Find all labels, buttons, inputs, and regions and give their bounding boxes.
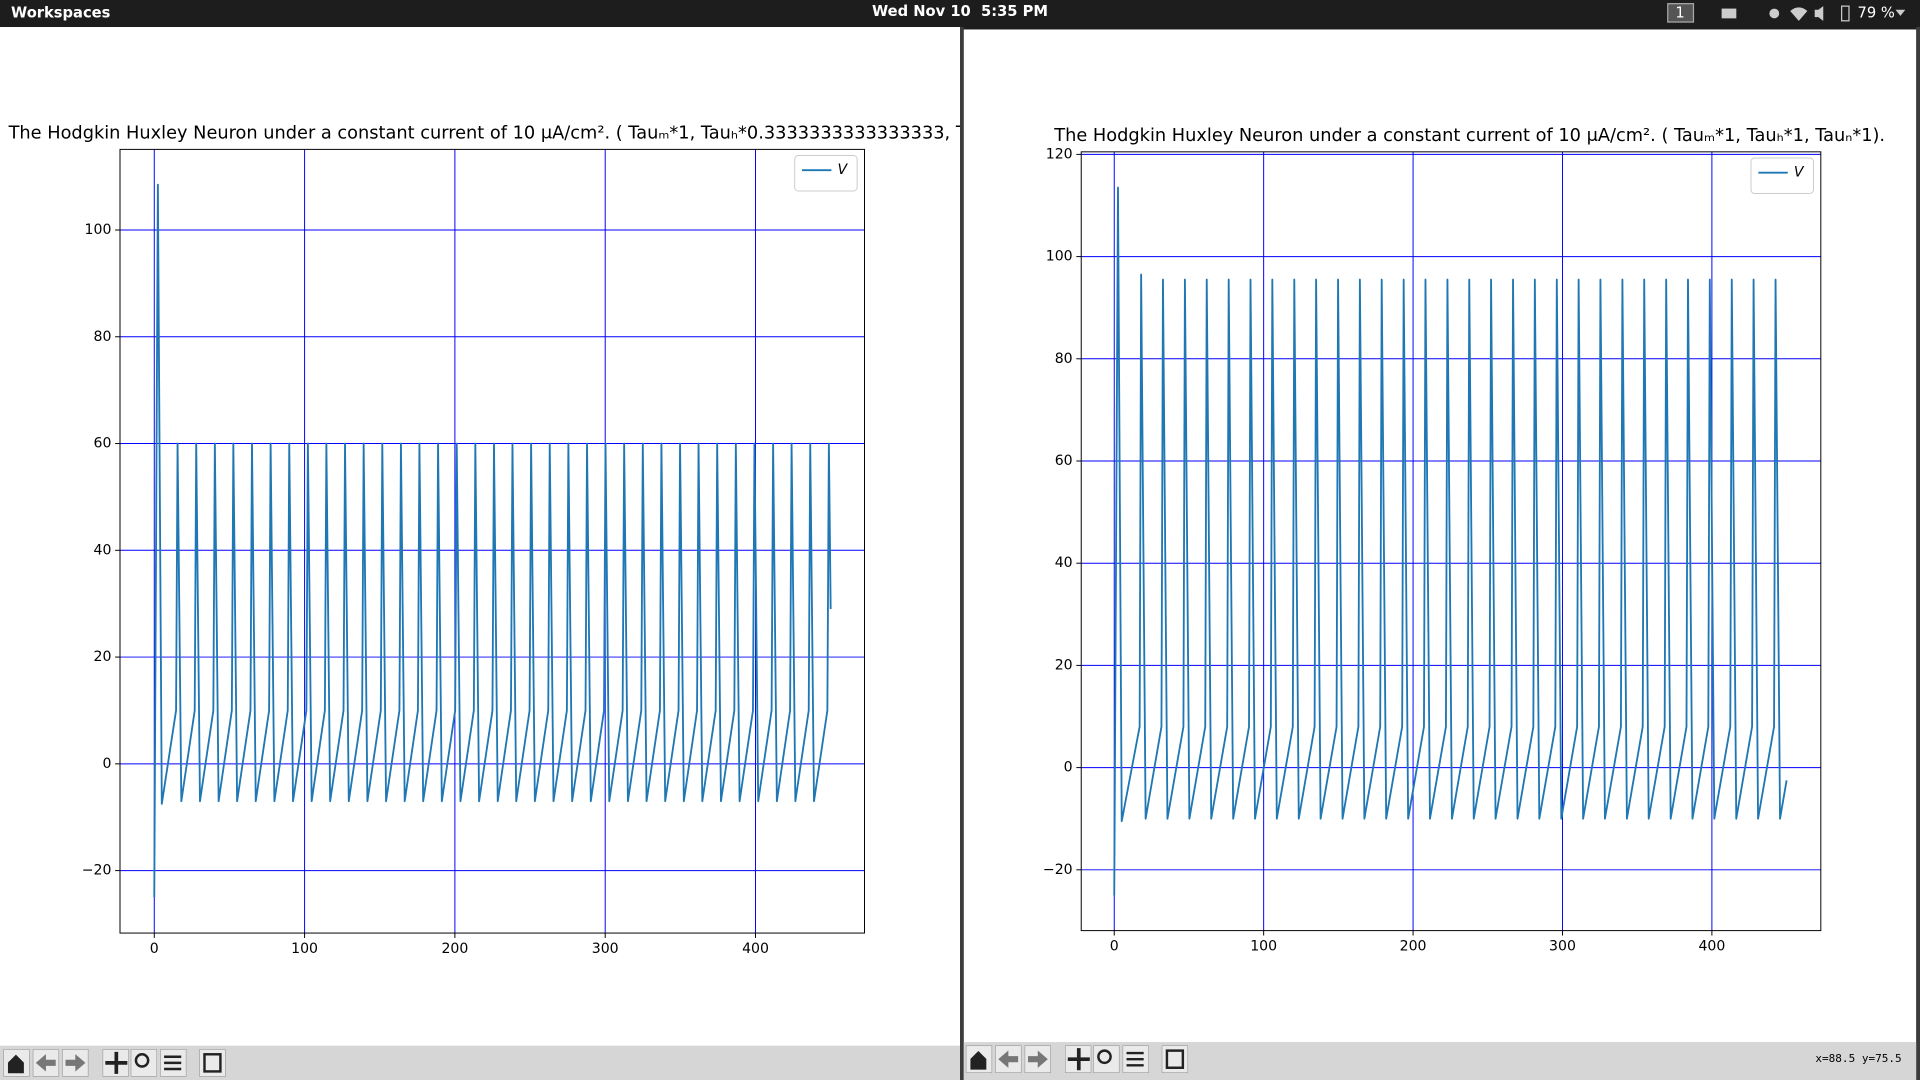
chart-title: The Hodgkin Huxley Neuron under a consta…	[1053, 126, 1885, 146]
legend-box	[1750, 157, 1814, 194]
layout-icon[interactable]	[1721, 8, 1737, 19]
x-tick-label: 400	[742, 941, 769, 957]
save-icon	[203, 1053, 222, 1073]
toolbar-buttons	[3, 1049, 226, 1077]
chart-title: The Hodgkin Huxley Neuron under a consta…	[8, 123, 1014, 143]
series-line	[153, 183, 832, 898]
toolbar	[0, 1045, 960, 1080]
clock[interactable]: Wed Nov 10 5:35 PM	[872, 3, 1048, 20]
zoom-icon	[1097, 1049, 1112, 1065]
y-tick-label: 0	[102, 756, 111, 772]
volume-icon[interactable]	[1814, 6, 1824, 21]
x-tick-label: 100	[1250, 939, 1277, 955]
save-icon	[1165, 1049, 1185, 1069]
screen-edge	[1916, 26, 1920, 1080]
x-tick-label: 100	[291, 941, 318, 957]
legend-box	[794, 155, 858, 192]
wifi-icon[interactable]	[1790, 7, 1808, 21]
y-tick-label: 20	[94, 649, 112, 665]
pan-icon	[105, 1051, 128, 1074]
y-tick-label: −20	[1043, 862, 1073, 878]
forward-icon	[1027, 1050, 1048, 1068]
configure-icon	[1126, 1051, 1144, 1067]
y-tick-label: 40	[1055, 555, 1073, 571]
right-window: The Hodgkin Huxley Neuron under a consta…	[963, 29, 1917, 1080]
x-tick-label: 300	[592, 941, 619, 957]
y-tick-label: 20	[1055, 657, 1073, 673]
series-line	[1113, 186, 1788, 896]
workspace-switch[interactable]	[1667, 3, 1695, 23]
y-tick-label: 100	[85, 222, 112, 238]
toolbar-buttons	[965, 1045, 1189, 1073]
figure: The Hodgkin Huxley Neuron under a consta…	[8, 123, 1014, 957]
x-tick-label: 200	[441, 941, 468, 957]
forward-icon	[65, 1054, 86, 1072]
home-icon	[970, 1050, 987, 1070]
window-bg	[963, 29, 1917, 1080]
y-tick-label: 80	[1055, 351, 1073, 367]
x-tick-label: 0	[150, 941, 159, 957]
top-bar	[0, 0, 1920, 27]
x-tick-label: 300	[1549, 939, 1576, 955]
toolbar	[963, 1042, 1917, 1080]
x-tick-label: 400	[1698, 939, 1725, 955]
configure-icon	[164, 1055, 182, 1071]
x-tick-label: 0	[1110, 939, 1119, 955]
y-tick-label: −20	[82, 863, 112, 879]
left-window: The Hodgkin Huxley Neuron under a consta…	[0, 26, 1014, 1080]
y-tick-label: 80	[94, 329, 112, 345]
x-tick-label: 200	[1400, 939, 1427, 955]
y-tick-label: 60	[1055, 453, 1073, 469]
back-icon	[998, 1050, 1019, 1068]
y-tick-label: 60	[94, 436, 112, 452]
zoom-icon	[134, 1053, 150, 1068]
cursor-coordinates: x=88.5 y=75.5	[1815, 1052, 1901, 1065]
workspaces-label[interactable]: Workspaces	[11, 4, 111, 21]
y-tick-label: 40	[94, 542, 112, 558]
figure: The Hodgkin Huxley Neuron under a consta…	[1043, 126, 1885, 955]
menu-arrow[interactable]	[1895, 9, 1906, 16]
plot-frame	[1080, 151, 1822, 932]
y-tick-label: 120	[1046, 146, 1073, 162]
battery-icon[interactable]	[1841, 5, 1850, 22]
window-divider	[960, 26, 964, 1080]
plot-frame	[119, 148, 865, 934]
pan-icon	[1067, 1048, 1090, 1071]
battery-level: 79 %	[1858, 4, 1895, 21]
back-icon	[35, 1054, 56, 1072]
workspace-number: 1	[1675, 4, 1684, 21]
y-tick-label: 0	[1064, 760, 1073, 776]
y-tick-label: 100	[1046, 249, 1073, 265]
home-icon	[7, 1054, 24, 1074]
brightness-icon[interactable]	[1769, 8, 1780, 19]
legend-label: V	[838, 162, 849, 178]
legend-label: V	[1794, 165, 1805, 181]
